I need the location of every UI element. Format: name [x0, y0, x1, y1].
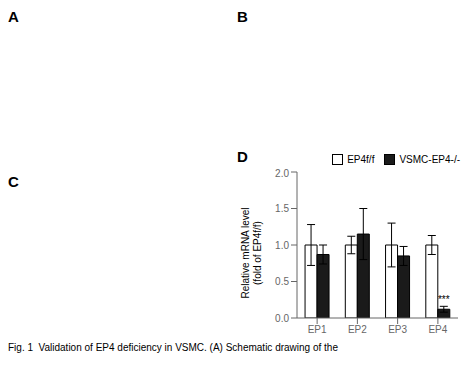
svg-text:1.0: 1.0 — [275, 240, 289, 251]
svg-text:0.5: 0.5 — [275, 276, 289, 287]
html-text:A: A — [8, 8, 19, 25]
svg-text:0.0: 0.0 — [275, 313, 289, 324]
svg-text:2.0: 2.0 — [275, 168, 289, 179]
svg-text:EP3: EP3 — [388, 324, 407, 335]
svg-text:1.5: 1.5 — [275, 203, 289, 214]
html-text:(fold of EP4f/f): (fold of EP4f/f) — [252, 221, 263, 285]
svg-text:EP1: EP1 — [308, 324, 327, 335]
html-text:VSMC-EP4-/-: VSMC-EP4-/- — [399, 154, 460, 165]
html-text:Fig. 1 Validation of EP4 defic: Fig. 1 Validation of EP4 deficiency in V… — [8, 342, 338, 353]
svg-text:***: *** — [438, 294, 450, 305]
html-text:B: B — [237, 8, 248, 25]
html-text:C: C — [8, 173, 19, 190]
html-text:Relative mRNA level: Relative mRNA level — [240, 207, 251, 299]
html-text:D: D — [237, 148, 248, 165]
html-text:EP4f/f: EP4f/f — [347, 154, 375, 165]
svg-text:EP2: EP2 — [348, 324, 367, 335]
svg-text:EP4: EP4 — [428, 324, 447, 335]
